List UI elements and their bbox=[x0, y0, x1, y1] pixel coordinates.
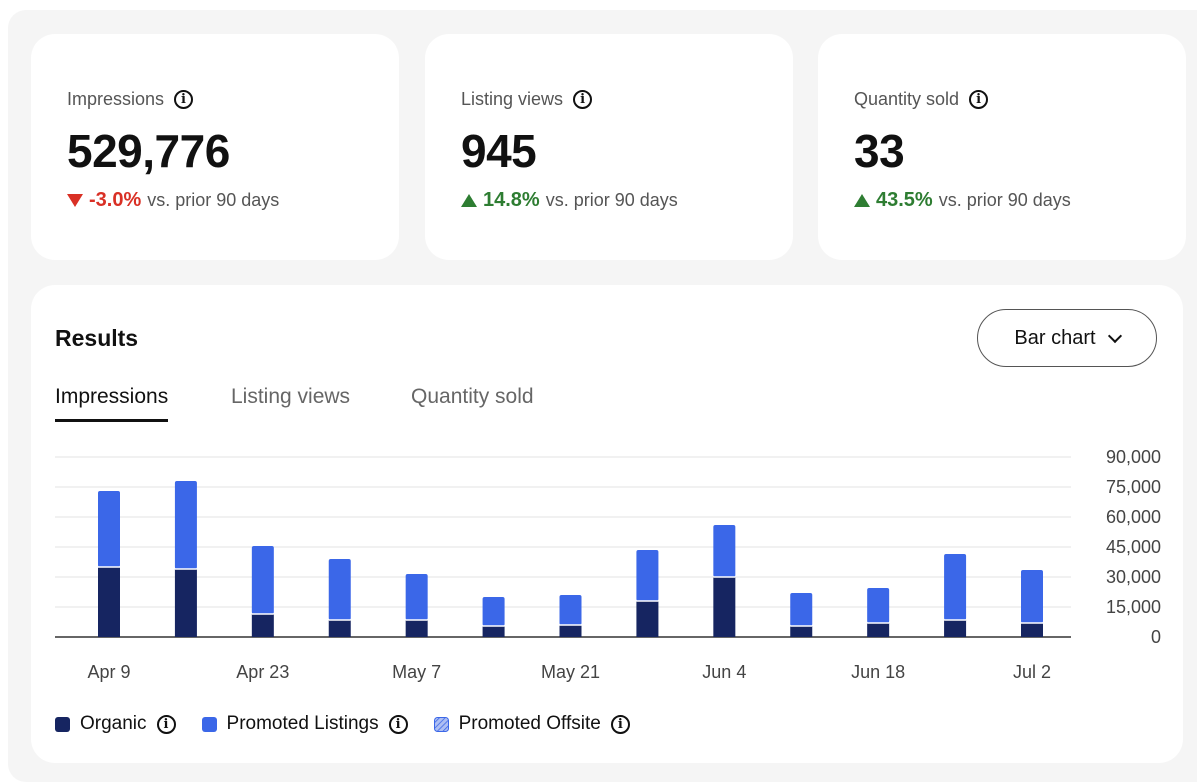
metric-value: 33 bbox=[854, 125, 905, 177]
legend-item-organic: Organic i bbox=[55, 713, 176, 735]
bar-promoted-listings bbox=[482, 597, 505, 626]
impressions-label-row: Impressions i bbox=[67, 89, 194, 110]
organic-swatch bbox=[55, 716, 70, 732]
bar-organic bbox=[636, 601, 659, 637]
change-percent: 14.8% bbox=[483, 189, 540, 211]
tab-quantity-sold[interactable]: Quantity sold bbox=[411, 385, 534, 408]
promoted-offsite-swatch bbox=[433, 716, 449, 732]
metric-change: -3.0% vs. prior 90 days bbox=[67, 189, 279, 212]
tab-listing-views[interactable]: Listing views bbox=[231, 385, 351, 408]
bar-promoted-listings bbox=[251, 546, 274, 614]
listing-views-card: Listing views i 945 14.8% vs. prior 90 d… bbox=[425, 34, 793, 260]
bar-promoted-listings bbox=[98, 491, 120, 567]
bar-organic bbox=[867, 623, 890, 637]
info-icon[interactable]: i bbox=[573, 90, 593, 109]
metric-label: Impressions bbox=[67, 89, 165, 109]
bar-organic bbox=[790, 626, 813, 637]
y-tick-label: 60,000 bbox=[1106, 507, 1161, 527]
legend-item-promoted-listings: Promoted Listings i bbox=[201, 713, 408, 735]
legend-label: Promoted Offsite bbox=[458, 713, 601, 734]
x-tick-label: Apr 23 bbox=[236, 662, 289, 682]
bar-organic bbox=[251, 614, 274, 637]
bar-organic bbox=[405, 620, 428, 637]
bar-promoted-listings bbox=[636, 550, 659, 601]
change-suffix: vs. prior 90 days bbox=[545, 190, 678, 210]
metric-value: 945 bbox=[461, 125, 537, 177]
bar-organic bbox=[98, 567, 120, 637]
y-tick-label: 45,000 bbox=[1106, 537, 1161, 557]
x-tick-label: May 21 bbox=[541, 662, 600, 682]
y-tick-label: 75,000 bbox=[1106, 477, 1161, 497]
info-icon[interactable]: i bbox=[156, 714, 176, 734]
metric-label: Listing views bbox=[461, 89, 564, 109]
info-icon[interactable]: i bbox=[610, 714, 630, 734]
change-percent: -3.0% bbox=[89, 189, 142, 211]
results-card: Results Bar chart Impressions Listing vi… bbox=[31, 285, 1183, 763]
metric-label: Quantity sold bbox=[854, 89, 960, 109]
impressions-card: Impressions i 529,776 -3.0% vs. prior 90… bbox=[31, 34, 399, 260]
info-icon[interactable]: i bbox=[969, 90, 989, 109]
bar-organic bbox=[559, 625, 582, 637]
y-tick-label: 15,000 bbox=[1106, 597, 1161, 617]
metric-change: 14.8% vs. prior 90 days bbox=[461, 189, 678, 212]
y-tick-label: 0 bbox=[1151, 627, 1161, 647]
metric-change: 43.5% vs. prior 90 days bbox=[854, 189, 1071, 212]
impressions-bar-chart: 90,000 75,000 60,000 45,000 30,000 15,000 0 Apr… bbox=[55, 447, 1161, 682]
info-icon[interactable]: i bbox=[174, 90, 194, 109]
chart-legend: Organic i Promoted Listings i Promoted O… bbox=[55, 713, 656, 735]
metric-value: 529,776 bbox=[67, 125, 230, 177]
bar-promoted-listings bbox=[559, 595, 582, 625]
x-tick-label: Jul 2 bbox=[1013, 662, 1051, 682]
bar-promoted-listings bbox=[328, 559, 351, 620]
bar-promoted-listings bbox=[790, 593, 813, 626]
bar-promoted-listings bbox=[867, 588, 890, 623]
y-tick-label: 30,000 bbox=[1106, 567, 1161, 587]
bar-promoted-listings bbox=[1021, 570, 1043, 623]
quantity-sold-card: Quantity sold i 33 43.5% vs. prior 90 da… bbox=[818, 34, 1186, 260]
arrow-down-icon bbox=[67, 194, 83, 207]
x-tick-label: Jun 4 bbox=[702, 662, 746, 682]
bar-organic bbox=[174, 569, 197, 637]
bar-organic bbox=[1021, 623, 1043, 637]
chart-type-dropdown[interactable]: Bar chart bbox=[977, 309, 1157, 367]
bar-promoted-listings bbox=[713, 525, 736, 577]
quantity-sold-label-row: Quantity sold i bbox=[854, 89, 989, 110]
x-tick-label: May 7 bbox=[392, 662, 441, 682]
change-percent: 43.5% bbox=[876, 189, 933, 211]
legend-item-promoted-offsite: Promoted Offsite i bbox=[433, 713, 630, 735]
bar-organic bbox=[328, 620, 351, 637]
x-tick-label: Apr 9 bbox=[87, 662, 130, 682]
change-suffix: vs. prior 90 days bbox=[938, 190, 1071, 210]
info-icon[interactable]: i bbox=[388, 714, 408, 734]
dropdown-label: Bar chart bbox=[1014, 326, 1096, 349]
results-title: Results bbox=[55, 325, 139, 351]
listing-views-label-row: Listing views i bbox=[461, 89, 593, 110]
arrow-up-icon bbox=[854, 194, 870, 207]
tab-impressions[interactable]: Impressions bbox=[55, 385, 169, 422]
bar-promoted-listings bbox=[405, 574, 428, 620]
bar-organic bbox=[944, 620, 967, 637]
bar-promoted-listings bbox=[944, 554, 967, 620]
legend-label: Organic bbox=[80, 713, 147, 734]
x-tick-label: Jun 18 bbox=[851, 662, 905, 682]
bar-promoted-listings bbox=[174, 481, 197, 569]
bar-organic bbox=[482, 626, 505, 637]
arrow-up-icon bbox=[461, 194, 477, 207]
change-suffix: vs. prior 90 days bbox=[147, 190, 280, 210]
bar-organic bbox=[713, 577, 736, 637]
y-tick-label: 90,000 bbox=[1106, 447, 1161, 467]
legend-label: Promoted Listings bbox=[226, 713, 379, 734]
promoted-listings-swatch bbox=[201, 716, 217, 732]
